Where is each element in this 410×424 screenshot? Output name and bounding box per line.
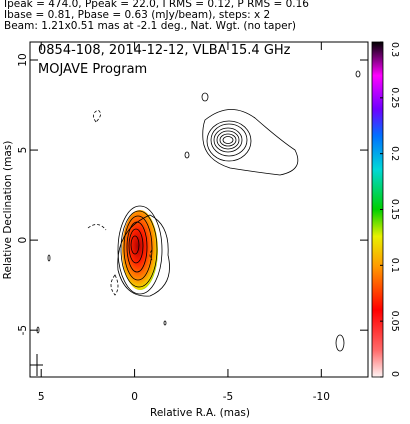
y-tick-label: -5 bbox=[17, 325, 29, 335]
colorbar-tick-label: 0.1 bbox=[389, 258, 400, 273]
annotation: MOJAVE Program bbox=[38, 62, 147, 77]
annotation: 0854-108, 2014-12-12, VLBA 15.4 GHz bbox=[38, 43, 291, 58]
x-axis-label: Relative R.A. (mas) bbox=[150, 407, 250, 419]
x-tick-label: -10 bbox=[313, 391, 330, 403]
colorbar-tick-label: 0.25 bbox=[389, 87, 400, 108]
plot-frame bbox=[29, 41, 369, 378]
x-tick-label: 0 bbox=[131, 391, 138, 403]
y-tick-label: 5 bbox=[17, 147, 29, 154]
beam-cross bbox=[30, 354, 43, 376]
colorbar-tick-label: 0.15 bbox=[389, 199, 400, 220]
colorbar-tick-label: 0.05 bbox=[389, 311, 400, 332]
colorbar-tick-label: 0.2 bbox=[389, 146, 400, 161]
x-tick-label: 5 bbox=[38, 391, 45, 403]
header-line: Ipeak = 474.0, Ppeak = 22.0, I RMS = 0.1… bbox=[4, 0, 309, 10]
y-tick-label: 10 bbox=[17, 53, 29, 66]
contours bbox=[36, 70, 361, 352]
y-tick-label: 0 bbox=[17, 237, 29, 244]
colorbar-tick-label: 0 bbox=[389, 371, 400, 377]
x-tick-label: -5 bbox=[223, 391, 233, 403]
y-axis-label: Relative Declination (mas) bbox=[2, 141, 14, 280]
colorbar-tick-label: 0.3 bbox=[389, 42, 400, 57]
header-line: Ibase = 0.81, Pbase = 0.63 (mJy/beam), s… bbox=[4, 9, 270, 21]
header-line: Beam: 1.21x0.51 mas at -2.1 deg., Nat. W… bbox=[4, 20, 296, 32]
